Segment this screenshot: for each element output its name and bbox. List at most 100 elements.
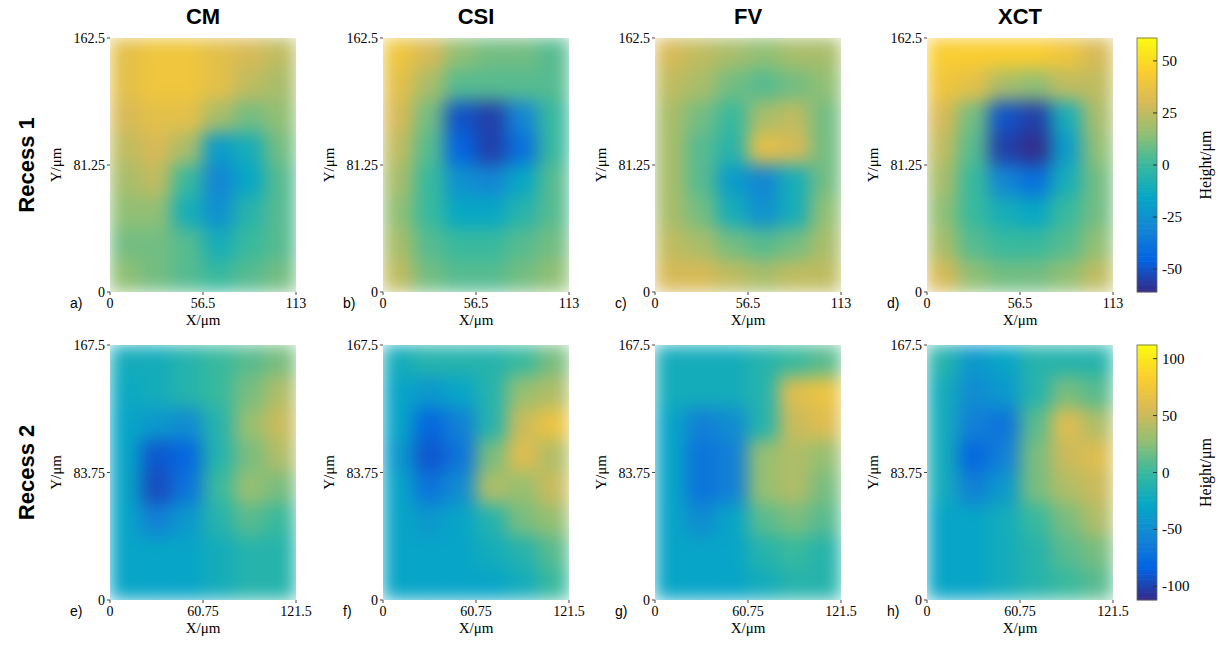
height-cell (989, 472, 1021, 505)
height-cell (779, 504, 811, 537)
height-cell (141, 101, 173, 134)
height-cell (958, 472, 990, 505)
height-cell (383, 345, 415, 377)
height-cell (1020, 133, 1052, 166)
colorbar-tick (1153, 60, 1157, 61)
y-tick-label: 0 (643, 285, 650, 300)
y-axis-title: Y/μm (321, 455, 337, 490)
height-cell (507, 536, 539, 569)
height-cell (414, 101, 446, 134)
height-cell (172, 260, 204, 292)
height-cell (203, 376, 235, 409)
height-cell (110, 133, 142, 166)
y-axis-title: Y/μm (865, 455, 881, 490)
x-tick (569, 600, 570, 603)
x-tick-label: 56.5 (1008, 296, 1033, 311)
y-tick (652, 472, 655, 473)
height-cell (234, 504, 266, 537)
height-cell (141, 440, 173, 473)
height-cell (203, 345, 235, 377)
height-cell (234, 568, 266, 600)
height-cell (172, 345, 204, 377)
height-cell (414, 440, 446, 473)
height-cell (655, 101, 687, 134)
height-cell (927, 196, 959, 229)
x-tick-label: 56.5 (464, 296, 489, 311)
height-cell (1020, 228, 1052, 261)
height-cell (1020, 472, 1052, 505)
height-cell (1051, 568, 1083, 600)
y-axis-title: Y/μm (593, 455, 609, 490)
y-tick (107, 38, 110, 39)
x-tick (569, 292, 570, 295)
height-cell (779, 228, 811, 261)
y-tick-label: 167.5 (74, 338, 106, 353)
height-cell (172, 536, 204, 569)
height-cell (958, 228, 990, 261)
height-cell (927, 408, 959, 441)
height-cell (989, 101, 1021, 134)
height-cell (1082, 440, 1114, 473)
height-cell (414, 472, 446, 505)
height-cell (1051, 228, 1083, 261)
height-cell (717, 408, 749, 441)
height-cell (1020, 196, 1052, 229)
colorbar-tick-label: 50 (1162, 408, 1177, 424)
height-cell (445, 38, 477, 70)
y-tick-label: 0 (643, 593, 650, 608)
height-cell (507, 133, 539, 166)
y-axis-title: Y/μm (48, 455, 64, 490)
x-tick-label: 56.5 (736, 296, 761, 311)
height-cell (414, 228, 446, 261)
y-tick (924, 38, 927, 39)
height-cell (927, 472, 959, 505)
height-cell (507, 504, 539, 537)
height-cell (810, 568, 842, 600)
height-cell (686, 345, 718, 377)
x-tick (841, 292, 842, 295)
height-cell (655, 345, 687, 377)
x-axis-title: X/μm (186, 620, 221, 636)
height-cell (810, 472, 842, 505)
height-cell (414, 165, 446, 198)
height-cell (1020, 536, 1052, 569)
height-cell (1020, 69, 1052, 102)
panel-letter: e) (70, 603, 82, 619)
height-cell (1082, 165, 1114, 198)
height-cell (655, 376, 687, 409)
y-tick (652, 165, 655, 166)
height-cell (1020, 260, 1052, 292)
y-tick (107, 600, 110, 601)
height-cell (507, 165, 539, 198)
height-cell (1051, 260, 1083, 292)
height-cell (234, 408, 266, 441)
height-cell (810, 38, 842, 70)
height-cell (810, 376, 842, 409)
height-cell (655, 196, 687, 229)
height-cell (1020, 440, 1052, 473)
x-tick-label: 121.5 (553, 604, 585, 619)
height-cell (234, 536, 266, 569)
height-cell (1020, 376, 1052, 409)
height-cell (476, 376, 508, 409)
height-cell (507, 345, 539, 377)
colorbar-tick-label: -50 (1162, 521, 1182, 537)
height-cell (538, 536, 570, 569)
height-cell (1051, 472, 1083, 505)
height-cell (1082, 536, 1114, 569)
height-cell (141, 376, 173, 409)
x-tick-label: 0 (380, 296, 387, 311)
height-cell (655, 38, 687, 70)
height-cell (1020, 101, 1052, 134)
height-cell (810, 345, 842, 377)
height-cell (234, 38, 266, 70)
height-cell (110, 440, 142, 473)
height-cell (476, 69, 508, 102)
height-cell (1020, 504, 1052, 537)
y-tick-label: 0 (915, 593, 922, 608)
height-map (110, 38, 296, 292)
height-cell (717, 69, 749, 102)
height-map (655, 38, 841, 292)
height-cell (110, 472, 142, 505)
figure: CMCSIFVXCTRecess 1Recess 2056.5113081.25… (0, 0, 1218, 646)
